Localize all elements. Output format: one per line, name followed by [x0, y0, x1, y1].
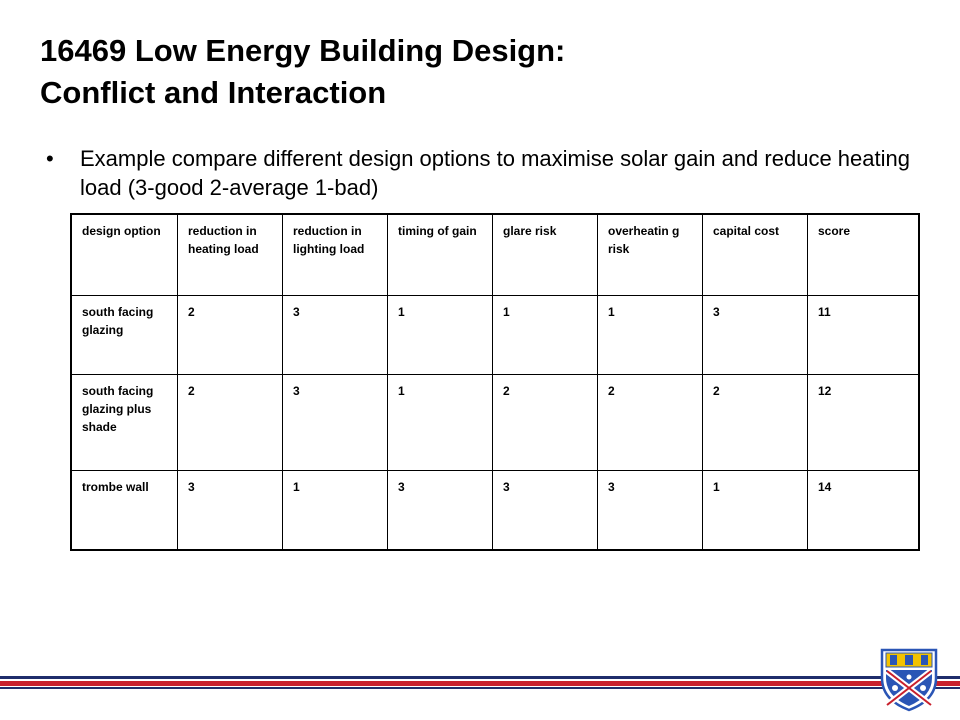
slide-title: 16469 Low Energy Building Design: Confli…: [40, 30, 565, 114]
table-cell: 1: [702, 470, 808, 551]
slide-title-line-1: 16469 Low Energy Building Design:: [40, 33, 566, 68]
bullet-item: • Example compare different design optio…: [46, 144, 926, 202]
table-row: south facing glazing 2 3 1 1 1 3 11: [70, 295, 920, 375]
table-cell: 11: [807, 295, 920, 375]
table-cell: 3: [492, 470, 598, 551]
table-cell: 2: [492, 374, 598, 471]
header-cell: reduction in heating load: [177, 213, 283, 296]
table-cell: 2: [177, 295, 283, 375]
footer-stripe-navy: [0, 676, 960, 679]
header-cell: score: [807, 213, 920, 296]
bullet-text: Example compare different design options…: [80, 146, 910, 200]
header-cell: design option: [70, 213, 178, 296]
table-cell: 3: [177, 470, 283, 551]
table-cell: 3: [387, 470, 493, 551]
table-cell: trombe wall: [70, 470, 178, 551]
table-cell: 1: [597, 295, 703, 375]
bullet-list: • Example compare different design optio…: [46, 144, 926, 202]
table-cell: 12: [807, 374, 920, 471]
table-cell: 14: [807, 470, 920, 551]
table-cell: 3: [702, 295, 808, 375]
header-cell: capital cost: [702, 213, 808, 296]
footer-stripe-navy-lower: [0, 687, 960, 689]
table-row: south facing glazing plus shade 2 3 1 2 …: [70, 374, 920, 471]
header-cell: reduction in lighting load: [282, 213, 388, 296]
table-cell: 3: [282, 295, 388, 375]
table-cell: 2: [597, 374, 703, 471]
table-cell: 1: [492, 295, 598, 375]
footer-stripe-red: [0, 681, 960, 686]
table-cell: 1: [387, 295, 493, 375]
table-cell: south facing glazing plus shade: [70, 374, 178, 471]
table-row: trombe wall 3 1 3 3 3 1 14: [70, 470, 920, 551]
slide-title-line-2: Conflict and Interaction: [40, 75, 387, 110]
design-options-table: design option reduction in heating load …: [70, 213, 920, 551]
header-cell: glare risk: [492, 213, 598, 296]
table-cell: 1: [282, 470, 388, 551]
bullet-dot-icon: •: [46, 146, 54, 171]
table-cell: 3: [282, 374, 388, 471]
table-cell: 3: [597, 470, 703, 551]
header-cell: timing of gain: [387, 213, 493, 296]
table-cell: south facing glazing: [70, 295, 178, 375]
university-crest-logo-icon: [880, 648, 938, 712]
table-header-row: design option reduction in heating load …: [70, 213, 920, 296]
footer-stripe: [0, 676, 960, 690]
table-cell: 1: [387, 374, 493, 471]
table-cell: 2: [702, 374, 808, 471]
table-cell: 2: [177, 374, 283, 471]
header-cell: overheatin g risk: [597, 213, 703, 296]
